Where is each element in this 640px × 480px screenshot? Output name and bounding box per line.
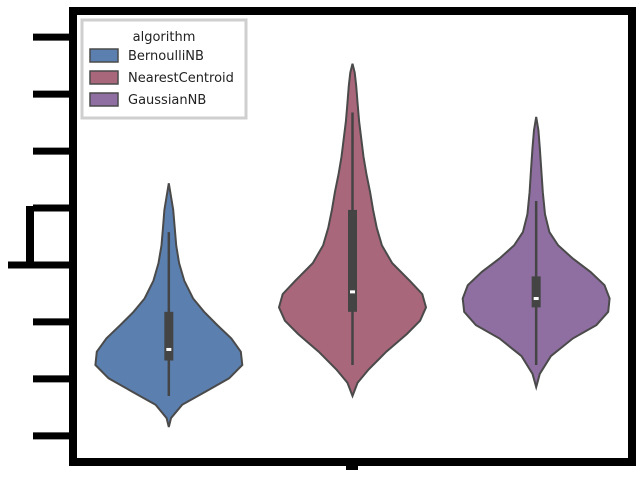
violin-bernoullinb (94, 183, 244, 428)
legend-title: algorithm (133, 30, 196, 45)
violin-iqr-box (348, 209, 357, 312)
violin-median-dot (350, 290, 355, 294)
violin-iqr-box (164, 311, 174, 361)
legend-swatch (89, 48, 119, 63)
axes-layer (8, 7, 636, 470)
violin-layer (94, 63, 611, 428)
violin-nearestcentroid (277, 63, 428, 399)
legend-swatch (89, 92, 119, 107)
legend-swatch (89, 70, 119, 85)
violin-median-dot (166, 347, 172, 351)
legend-entry-label: NearestCentroid (128, 71, 234, 86)
legend-entry-label: BernoulliNB (128, 49, 204, 64)
violin-gaussiannb (461, 116, 611, 391)
violin-iqr-box (531, 276, 541, 308)
legend: algorithm BernoulliNB NearestCentroid Gauss… (80, 18, 248, 120)
legend-entry-label: GaussianNB (128, 93, 206, 108)
violin-median-dot (533, 297, 539, 301)
